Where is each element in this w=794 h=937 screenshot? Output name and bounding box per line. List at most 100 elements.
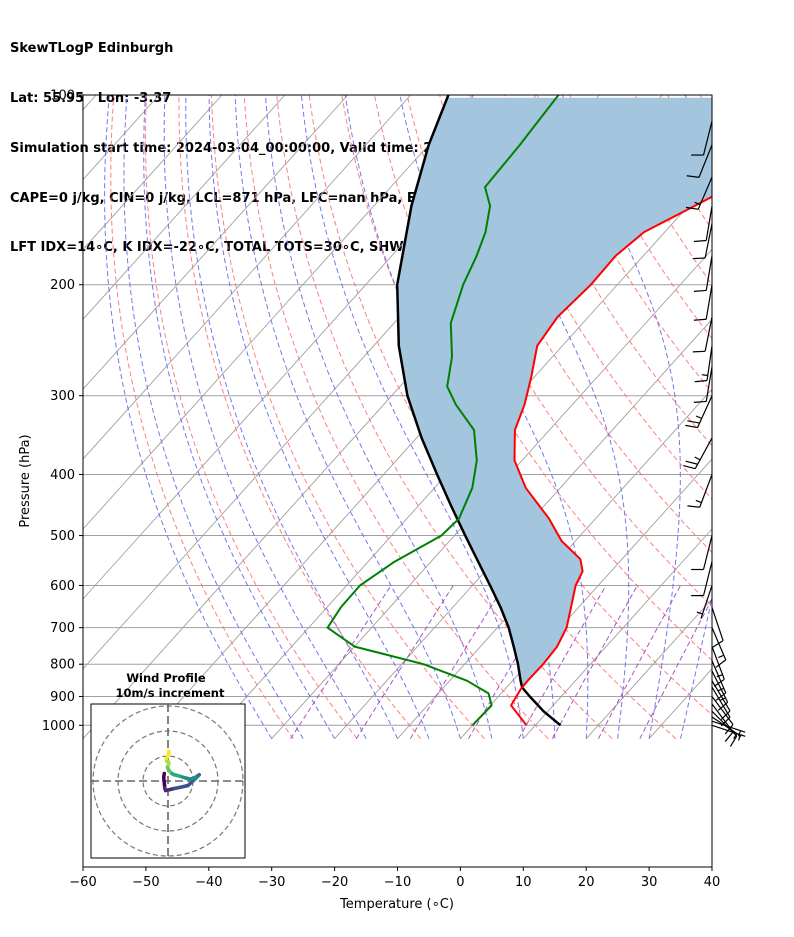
isotherm-line	[522, 528, 712, 739]
hodograph-title: Wind Profile	[126, 671, 206, 685]
y-tick-label: 100	[50, 89, 75, 104]
isotherm-line	[83, 95, 412, 460]
wind-barb-half	[718, 687, 725, 692]
wind-barb-staff	[697, 176, 713, 210]
y-tick-label: 900	[50, 690, 75, 705]
moist-adiabat	[163, 95, 367, 739]
wind-barb	[711, 646, 725, 687]
dry-adiabat	[110, 95, 294, 739]
y-tick-label: 800	[50, 658, 75, 673]
y-tick-label: 500	[50, 529, 75, 544]
moist-adiabat	[469, 95, 630, 739]
wind-barb	[683, 437, 713, 470]
wind-barb-flag	[693, 400, 707, 403]
isotherm-line	[271, 248, 712, 739]
x-tick-label: 40	[704, 875, 721, 890]
wind-barb-flag	[720, 716, 731, 727]
wind-barb	[687, 474, 713, 508]
wind-barb-staff	[705, 255, 713, 291]
isotherm-line	[334, 318, 712, 739]
cin-shading	[397, 97, 712, 688]
dry-adiabat	[699, 95, 712, 118]
mixing-ratio-line	[551, 585, 638, 739]
wind-barb	[685, 176, 713, 210]
dewpoint-line	[326, 95, 560, 726]
wind-barb-flag	[685, 424, 698, 429]
wind-barb-flag	[712, 640, 724, 648]
dry-adiabat	[765, 95, 794, 739]
y-tick-label: 600	[50, 579, 75, 594]
mixing-ratio-line	[597, 585, 682, 739]
wind-barb-staff	[694, 437, 713, 469]
moist-adiabat	[300, 95, 524, 739]
dry-adiabat	[536, 95, 712, 393]
wind-barb	[685, 395, 713, 429]
x-tick-label: 10	[515, 875, 532, 890]
wind-barb	[711, 627, 727, 668]
wind-barb-flag	[686, 175, 700, 178]
wind-barb-staff	[702, 120, 713, 156]
moist-adiabat	[265, 95, 493, 739]
wind-barb-flag	[687, 420, 700, 424]
wind-barb-half	[694, 456, 701, 461]
wind-barb-half	[716, 674, 723, 678]
wind-barb-staff	[706, 345, 713, 381]
wind-barb	[711, 670, 729, 711]
wind-barb-staff	[711, 716, 742, 737]
wind-barb-staff	[696, 395, 713, 428]
x-tick-label: −60	[69, 875, 96, 890]
wind-barb-flag	[693, 289, 707, 293]
dry-adiabat	[733, 95, 794, 739]
x-tick-label: 20	[578, 875, 595, 890]
wind-barb-flag	[687, 505, 700, 508]
x-tick-label: −30	[258, 875, 285, 890]
parcel-profile-line	[395, 95, 562, 727]
wind-barb-staff	[711, 670, 729, 703]
wind-barb	[694, 345, 713, 383]
y-tick-label: 1000	[42, 719, 75, 734]
wind-barb-flag	[692, 257, 706, 260]
wind-barb-half	[701, 374, 708, 377]
wind-barb	[693, 255, 713, 293]
temperature-line	[510, 195, 712, 726]
moist-adiabat	[104, 95, 273, 739]
wind-barb-flag	[717, 701, 729, 711]
wind-barb-flag	[685, 460, 698, 465]
wind-barb	[691, 535, 713, 571]
wind-barb-staff	[702, 535, 713, 570]
wind-barb-flag	[692, 350, 706, 353]
wind-barbs	[683, 120, 746, 747]
axes: −60 −50 −40 −30 −20 −10 0 10 20 30 40 100 200 300 400 5…	[42, 89, 720, 891]
x-tick-label: −10	[384, 875, 411, 890]
wind-barb-staff	[702, 561, 713, 596]
x-tick-label: 0	[456, 875, 464, 890]
wind-barb	[711, 607, 724, 648]
y-tick-label: 700	[50, 621, 75, 636]
wind-barb	[686, 144, 713, 178]
moist-adiabat	[234, 95, 461, 739]
hodograph-subtitle: 10m/s increment	[116, 686, 225, 700]
wind-barb	[711, 716, 742, 739]
wind-barb-staff	[705, 284, 713, 320]
y-tick-label: 400	[50, 468, 75, 483]
isotherm-line	[83, 95, 223, 251]
wind-barb-flag	[724, 724, 734, 735]
isotherm-line	[397, 388, 712, 739]
x-tick-label: −20	[321, 875, 348, 890]
wind-barb	[693, 205, 713, 243]
isotherm-line	[711, 737, 712, 739]
wind-barb	[692, 223, 713, 260]
wind-barb-half	[694, 201, 701, 206]
wind-barb-staff	[711, 607, 724, 641]
wind-barb-staff	[704, 316, 713, 352]
dry-adiabat	[471, 95, 712, 500]
mixing-ratio-line	[290, 585, 392, 739]
wind-barb	[696, 585, 713, 619]
moist-adiabat	[208, 95, 430, 739]
profile-lines	[326, 95, 712, 727]
moist-adiabat	[123, 95, 304, 739]
isotherm-line	[585, 598, 712, 739]
wind-barb-half	[719, 697, 726, 702]
wind-barb-staff	[704, 223, 713, 259]
